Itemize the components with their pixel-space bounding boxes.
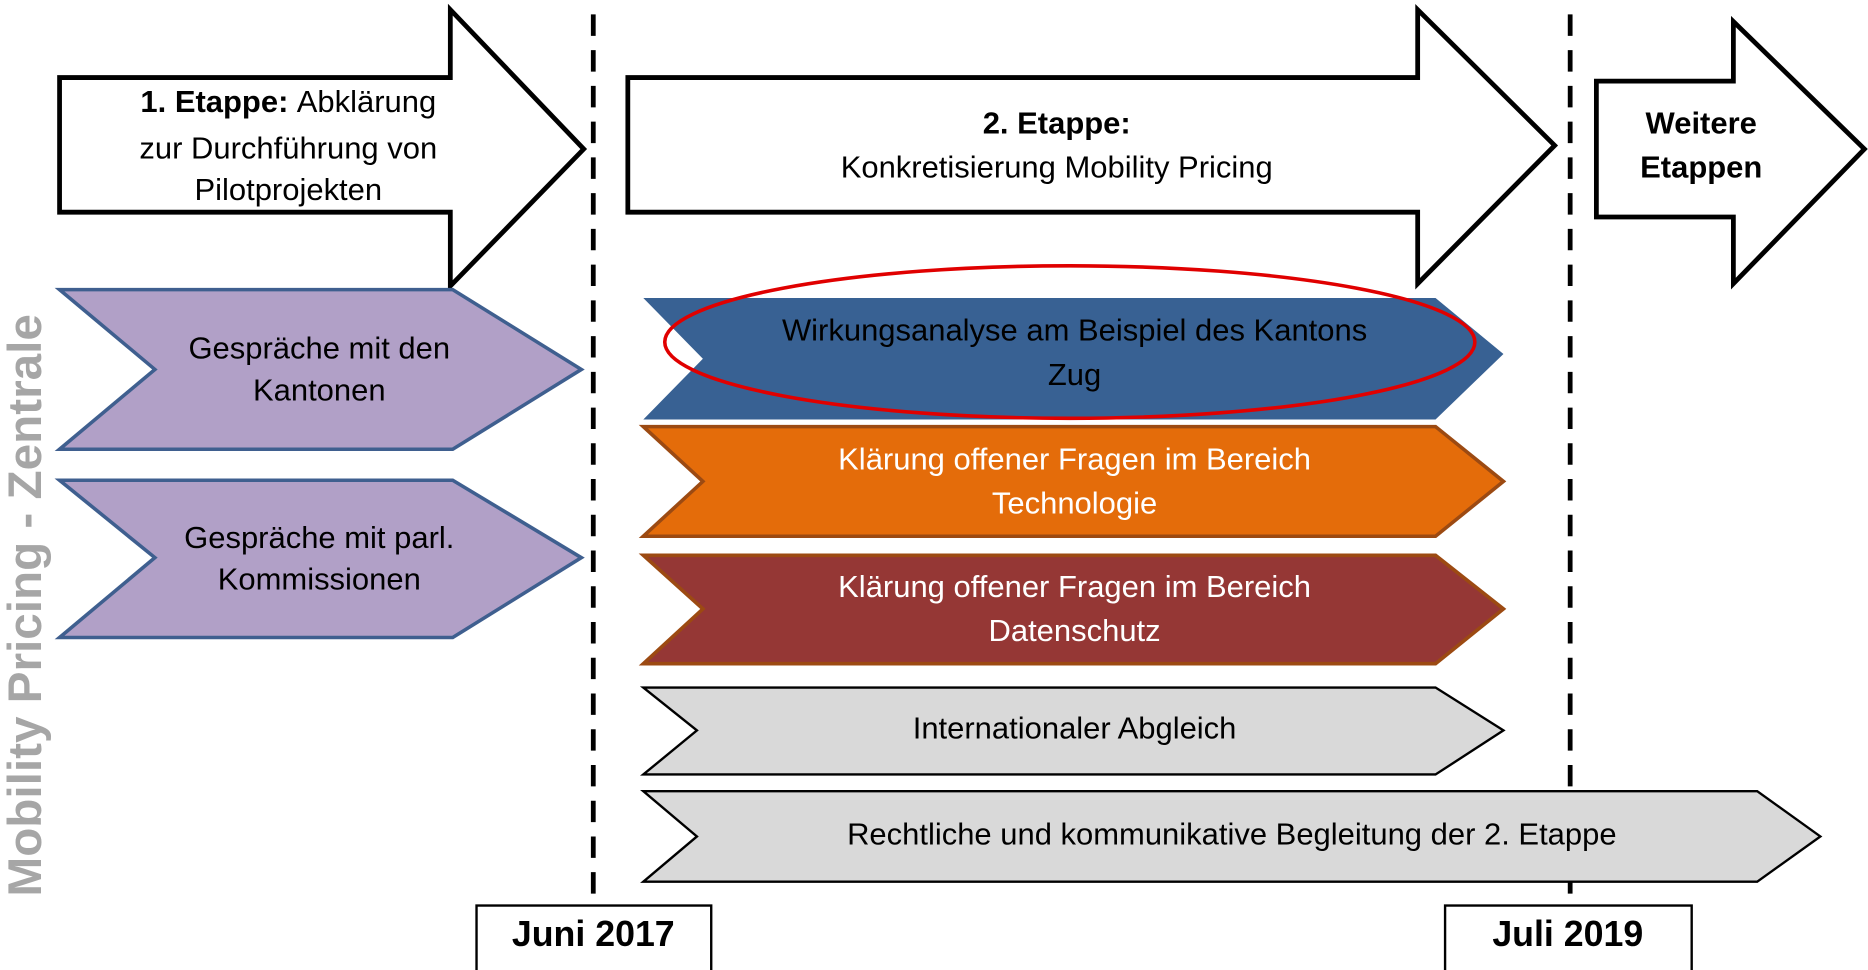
stage-line: zur Durchführung von [139, 130, 437, 165]
task-chevron [638, 424, 1507, 539]
highlight-ellipse [662, 264, 1477, 421]
milestone-box [475, 904, 713, 970]
task-text: Rechtliche und kommunikative Begleitung … [847, 817, 1617, 852]
stage-title: Weitere [1646, 105, 1757, 140]
task-chevron [638, 553, 1507, 666]
task-text: Gespräche mit den [188, 331, 450, 366]
milestone-box [1443, 904, 1693, 970]
task-text: Kommissionen [218, 562, 421, 597]
task-text: Kantonen [253, 372, 386, 407]
stage-title: 2. Etappe: [983, 105, 1131, 140]
stage-line: Konkretisierung Mobility Pricing [841, 149, 1273, 184]
task-text: Gespräche mit parl. [184, 520, 454, 555]
stage-title: 1. Etappe: [140, 84, 288, 119]
task-chevron [54, 287, 585, 452]
task-chevron [643, 297, 1504, 420]
stage-arrow [625, 3, 1559, 290]
milestone-label: Juli 2019 [1492, 914, 1643, 954]
task-text: Zug [1048, 357, 1101, 392]
task-text: Klärung offener Fragen im Bereich [838, 441, 1311, 476]
stage-text: 1. Etappe: Abklärung [140, 84, 436, 119]
task-chevron [54, 478, 585, 640]
task-text: Wirkungsanalyse am Beispiel des Kantons [782, 313, 1367, 348]
task-text: Klärung offener Fragen im Bereich [838, 569, 1311, 604]
stage-line: Abklärung [297, 84, 436, 119]
task-chevron [639, 686, 1506, 776]
milestone-label: Juni 2017 [512, 914, 675, 954]
task-text: Technologie [992, 485, 1157, 520]
task-chevron [640, 789, 1823, 883]
stage-arrow [57, 3, 588, 292]
stage-arrow [1593, 15, 1868, 290]
side-label: Mobility Pricing - Zentrale [0, 314, 52, 896]
stage-title: Etappen [1640, 149, 1762, 184]
stage-line: Pilotprojekten [194, 172, 382, 207]
task-text: Datenschutz [988, 613, 1160, 648]
task-text: Internationaler Abgleich [913, 711, 1237, 746]
